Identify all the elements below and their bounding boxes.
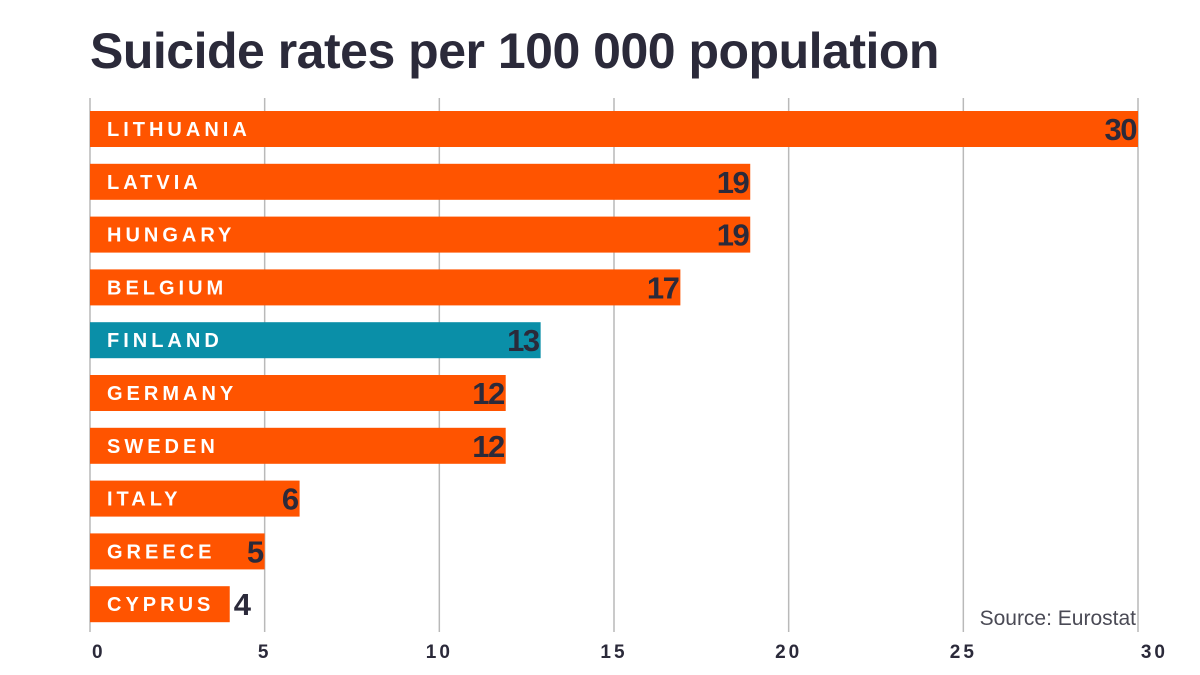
- bar-germany: [90, 375, 506, 411]
- bar-label-lithuania: LITHUANIA: [107, 119, 251, 141]
- value-label-lithuania: 30: [1105, 112, 1137, 147]
- source-label: Source: Eurostat: [980, 607, 1137, 630]
- bars: LITHUANIA 30 LATVIA 19 HUNGARY 19 BELGIUM 17 FIN…: [90, 111, 1138, 623]
- x-tick-label-5: 5: [258, 642, 272, 663]
- bar-finland: [90, 322, 541, 359]
- bar-latvia: [90, 163, 751, 200]
- x-tick-label-15: 15: [600, 642, 627, 663]
- value-label-greece: 5: [247, 534, 264, 569]
- bar-label-latvia: LATVIA: [107, 172, 202, 194]
- value-label-italy: 6: [282, 482, 299, 517]
- x-tick-label-0: 0: [92, 642, 106, 663]
- bar-greece: [90, 533, 265, 570]
- value-label-latvia: 19: [717, 165, 750, 200]
- bar-label-germany: GERMANY: [107, 383, 237, 405]
- x-tick-label-25: 25: [950, 642, 977, 663]
- value-label-belgium: 17: [647, 270, 679, 305]
- bar-label-italy: ITALY: [107, 489, 181, 511]
- value-label-sweden: 12: [472, 429, 504, 464]
- value-label-hungary: 19: [717, 218, 750, 253]
- value-label-cyprus: 4: [234, 587, 252, 622]
- bar-label-hungary: HUNGARY: [107, 225, 235, 247]
- x-tick-label-30: 30: [1141, 642, 1168, 663]
- bar-sweden: [90, 427, 506, 464]
- bar-label-belgium: BELGIUM: [107, 277, 227, 299]
- bar-label-sweden: SWEDEN: [107, 436, 219, 458]
- chart-title: Suicide rates per 100 000 population: [90, 23, 939, 79]
- x-tick-label-20: 20: [775, 642, 802, 663]
- bar-hungary: [90, 216, 751, 253]
- bar-label-cyprus: CYPRUS: [107, 594, 214, 616]
- bar-label-greece: GREECE: [107, 541, 215, 563]
- bar-lithuania: [90, 111, 1138, 147]
- bar-italy: [90, 480, 300, 517]
- x-axis-ticks: 0 5 10 15 20 25 30: [92, 642, 1168, 663]
- value-label-germany: 12: [472, 376, 504, 411]
- value-label-finland: 13: [507, 323, 540, 358]
- bar-label-finland: FINLAND: [107, 330, 223, 352]
- bar-belgium: [90, 269, 681, 306]
- x-tick-label-10: 10: [426, 642, 453, 663]
- bar-cyprus: [90, 586, 230, 623]
